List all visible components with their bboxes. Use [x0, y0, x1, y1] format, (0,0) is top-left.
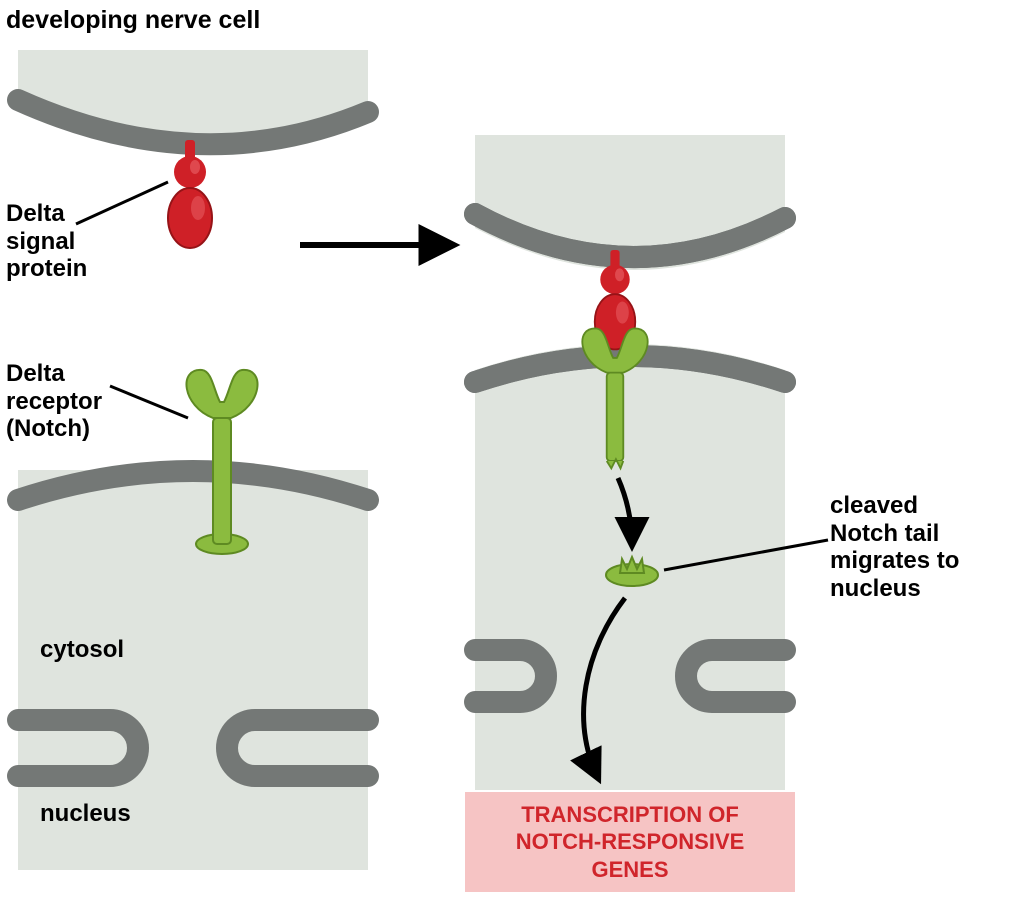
title-developing-nerve-cell: developing nerve cell: [6, 6, 260, 35]
delta-signal-protein-icon: [168, 140, 212, 248]
leader-delta-receptor: [110, 386, 188, 418]
label-delta-signal: Delta signal protein: [6, 200, 87, 283]
left-panel: [18, 50, 368, 870]
outcome-box: TRANSCRIPTION OF NOTCH-RESPONSIVE GENES: [465, 792, 795, 892]
label-nucleus: nucleus: [40, 800, 131, 828]
diagram-stage: [0, 0, 1024, 910]
leader-delta-signal: [76, 182, 168, 224]
right-panel: [475, 135, 785, 790]
label-cleaved-tail: cleaved Notch tail migrates to nucleus: [830, 492, 959, 602]
label-delta-receptor: Delta receptor (Notch): [6, 360, 102, 443]
label-cytosol: cytosol: [40, 636, 124, 664]
